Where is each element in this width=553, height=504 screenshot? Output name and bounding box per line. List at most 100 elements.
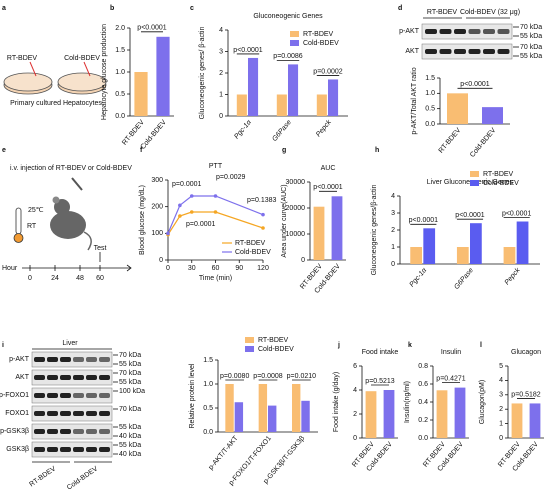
y-tick-label: 1.5 <box>115 47 125 54</box>
band <box>73 429 84 434</box>
syringe <box>71 177 83 191</box>
band <box>73 393 84 398</box>
marker-label: 70 kDa <box>520 44 542 51</box>
legend-label: RT-BDEV <box>303 31 334 38</box>
pipette <box>29 61 37 77</box>
annotation: p=0.0008 <box>253 373 282 380</box>
band <box>99 357 110 362</box>
y-tick-label: 1 <box>499 420 503 427</box>
bar <box>301 400 310 432</box>
y-tick-label: 3 <box>391 210 395 217</box>
x-tick-label: Pgc-1α <box>409 266 429 288</box>
blot-frame <box>421 23 513 40</box>
legend-label: RT-BDEV <box>258 337 289 344</box>
y-tick-label: 4 <box>499 377 503 384</box>
band <box>99 375 110 380</box>
x-tick-label: 90 <box>235 265 243 272</box>
row-label: GSK3β <box>6 446 29 453</box>
label: Cold-BDEV <box>64 55 100 62</box>
timeline-label: 24 <box>51 275 59 282</box>
test-label: Test <box>94 245 107 252</box>
timeline-label: 60 <box>96 275 104 282</box>
y-axis-label: p-AKT/Total AKT ratio <box>411 67 418 134</box>
x-tick-label: Pepck <box>504 267 522 287</box>
band <box>47 429 58 434</box>
row-label: p-GSK3β <box>0 428 29 435</box>
marker-label: 70 kDa <box>119 406 141 413</box>
group-label: RT-BDEV <box>28 465 57 488</box>
band <box>439 49 452 54</box>
band <box>425 49 437 54</box>
panel-label: d <box>398 5 402 12</box>
x-tick-label: Cold-BDEV <box>469 127 498 159</box>
point <box>189 210 194 214</box>
y-tick-label: 0 <box>391 261 395 268</box>
y-axis-label: Insulin(ng/ml) <box>404 381 411 423</box>
y-tick-label: 2 <box>499 406 503 413</box>
annotation: p=0.0080 <box>220 373 249 380</box>
y-tick-label: 0 <box>499 435 503 442</box>
panel-label: h <box>375 147 379 154</box>
row-label: AKT <box>15 374 29 381</box>
marker-label: 55 kDa <box>119 442 141 449</box>
point <box>178 203 182 208</box>
band <box>86 429 97 434</box>
band <box>439 29 452 34</box>
y-tick-label: 4 <box>219 27 223 34</box>
bar <box>529 403 541 438</box>
band <box>454 49 466 54</box>
band <box>60 375 71 380</box>
panel-label: i <box>2 342 4 349</box>
band <box>99 429 110 434</box>
point <box>189 194 194 198</box>
chart-title: Glucagon <box>511 349 541 356</box>
legend-label: RT-BDEV <box>483 171 514 178</box>
x-tick-label: RT-BDEV <box>438 127 463 155</box>
annotation: p=0.0002 <box>313 68 342 75</box>
bar <box>268 405 277 432</box>
panel-label: a <box>2 5 6 12</box>
band <box>86 447 97 452</box>
annotation: p=0.0029 <box>216 174 245 181</box>
row-label: p-AKT <box>399 28 420 35</box>
y-tick-label: 4 <box>391 193 395 200</box>
panel-label: f <box>140 147 143 154</box>
bar <box>410 247 423 264</box>
y-tick-label: 0.5 <box>115 91 125 98</box>
x-tick-label: 30 <box>188 265 196 272</box>
band <box>47 375 58 380</box>
band <box>468 49 481 54</box>
bar <box>248 57 259 116</box>
marker-label: 40 kDa <box>119 433 141 440</box>
annotation: p=0.0086 <box>273 53 302 60</box>
annotation: p<0.0001 <box>137 25 166 32</box>
y-tick-label: 2 <box>353 411 357 418</box>
y-tick-label: 0 <box>301 257 305 264</box>
point <box>166 231 170 236</box>
y-tick-label: 1.0 <box>425 90 435 97</box>
marker-label: 55 kDa <box>119 424 141 431</box>
blot-title: Liver <box>62 340 78 347</box>
band <box>34 357 45 362</box>
annotation: p=0.0001 <box>186 221 215 228</box>
band <box>86 393 97 398</box>
x-tick-label: G6Pase <box>271 119 293 143</box>
marker-label: 55 kDa <box>119 379 141 386</box>
y-tick-label: 0.5 <box>203 405 213 412</box>
band <box>60 411 71 416</box>
x-tick-label: 120 <box>257 265 269 272</box>
mouse <box>50 211 86 239</box>
y-tick-label: 0.6 <box>418 381 428 388</box>
bar <box>503 247 516 264</box>
marker-label: 70 kDa <box>520 24 542 31</box>
blot-d: RT-BDEV Cold-BDEV (32 μg) p-AKT 70 kDa 55 kD… <box>399 9 542 60</box>
band <box>47 411 58 416</box>
band <box>86 411 97 416</box>
bar <box>134 72 148 116</box>
blot-frame <box>31 369 113 386</box>
row-label: FOXO1 <box>5 410 29 417</box>
legend-label: Cold-BDEV <box>303 40 339 47</box>
series-line <box>167 211 264 235</box>
y-axis-label: Food intake (g/day) <box>333 372 340 432</box>
y-axis-label: Gluconeogenic genes/ β-actin <box>199 27 206 120</box>
